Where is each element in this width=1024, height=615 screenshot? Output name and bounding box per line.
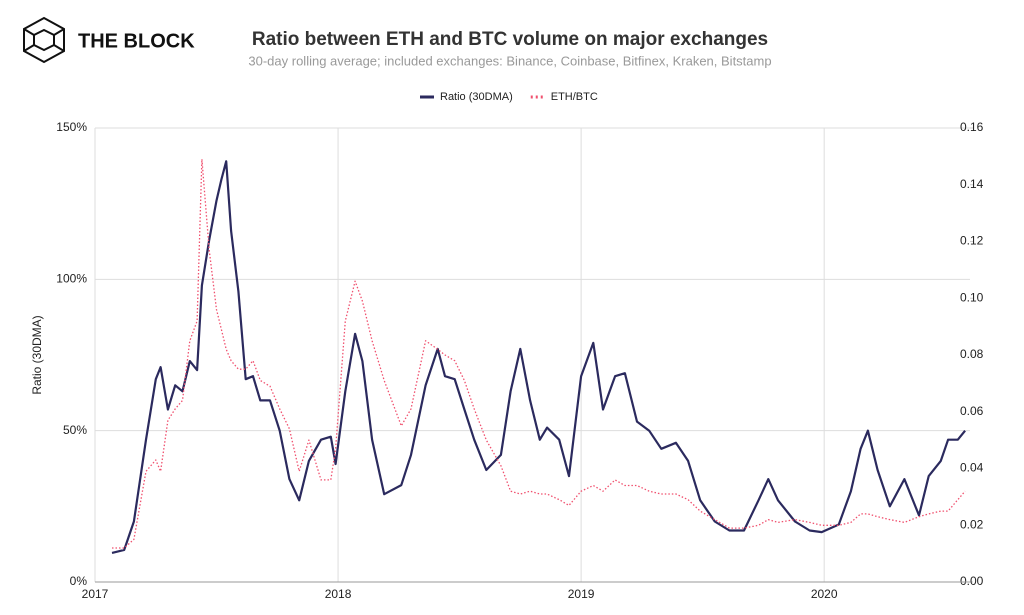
x-tick-label: 2020	[811, 587, 838, 601]
y-tick-label: 0%	[70, 574, 88, 588]
legend-label: Ratio (30DMA)	[440, 91, 513, 103]
y2-tick-label: 0.10	[960, 290, 984, 304]
logo-icon	[23, 16, 65, 64]
y2-tick-label: 0.08	[960, 347, 984, 361]
x-tick-label: 2018	[325, 587, 352, 601]
y2-tick-label: 0.00	[960, 574, 984, 588]
brand: THE BLOCK	[78, 30, 195, 52]
y-tick-label: 100%	[56, 272, 87, 286]
y2-tick-label: 0.04	[960, 461, 984, 475]
y-tick-label: 150%	[56, 120, 87, 134]
series-line	[112, 158, 966, 549]
y2-tick-label: 0.16	[960, 120, 984, 134]
y-tick-label: 50%	[63, 423, 87, 437]
x-tick-label: 2017	[82, 587, 109, 601]
y2-tick-label: 0.14	[960, 177, 984, 191]
y2-tick-label: 0.12	[960, 234, 984, 248]
chart-title: Ratio between ETH and BTC volume on majo…	[252, 29, 768, 50]
y-axis-label: Ratio (30DMA)	[30, 315, 44, 394]
chart-subtitle: 30-day rolling average; included exchang…	[248, 53, 771, 68]
y2-tick-label: 0.02	[960, 517, 984, 531]
y2-tick-label: 0.06	[960, 404, 984, 418]
legend-label: ETH/BTC	[551, 91, 598, 103]
series-line	[111, 160, 966, 554]
x-tick-label: 2019	[568, 587, 595, 601]
